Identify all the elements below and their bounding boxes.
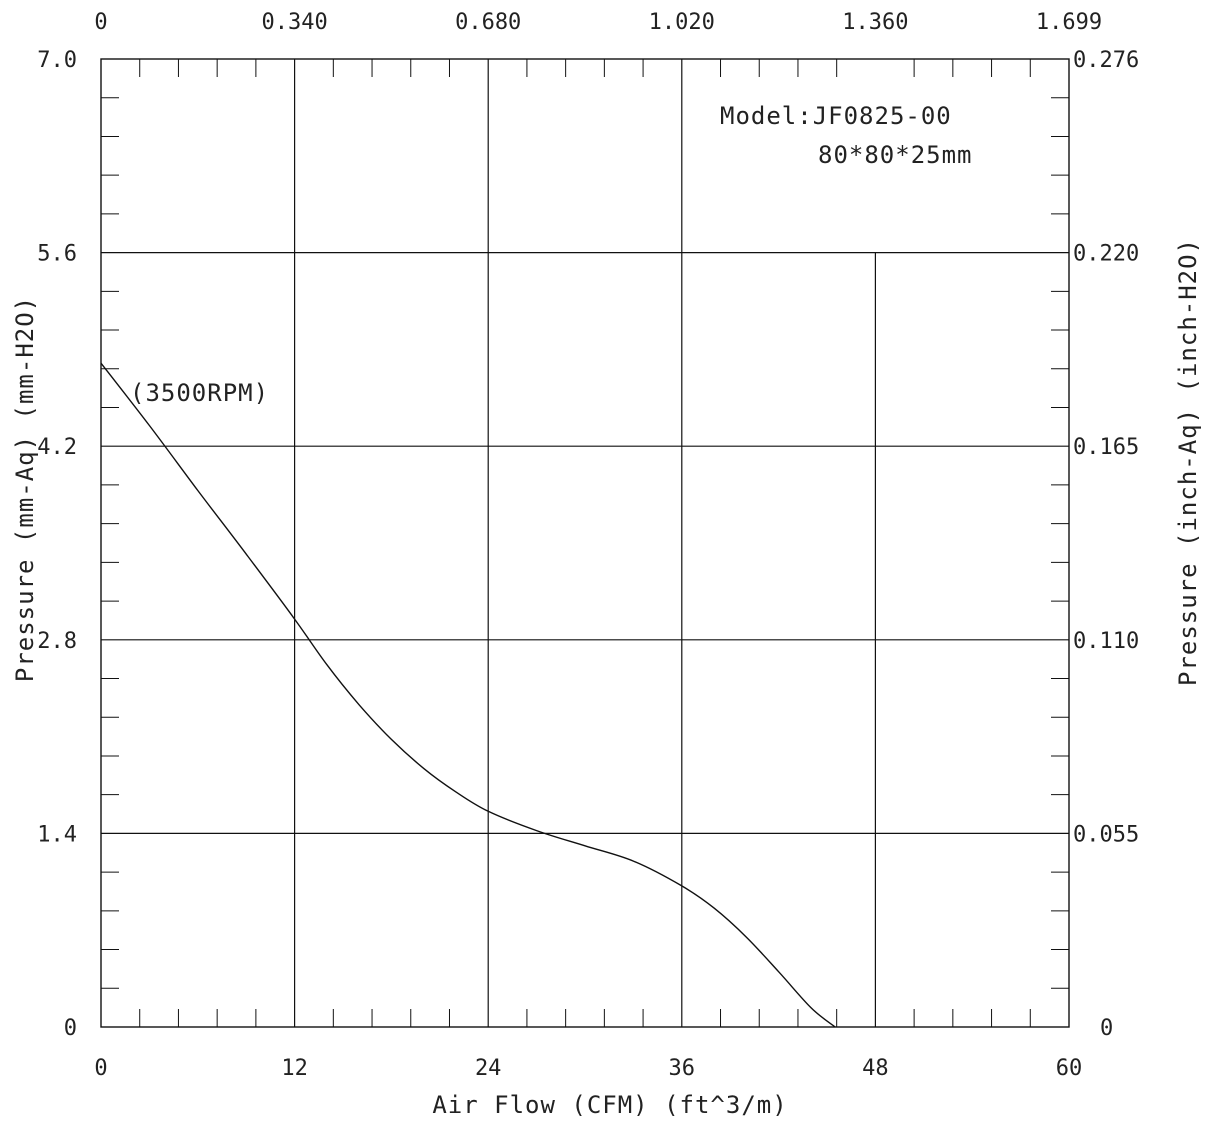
x-tick-label: 36 [669,1056,696,1081]
y-left-tick-label: 2.8 [37,629,77,654]
plot-frame [100,58,1070,1028]
x-top-tick-label: 0 [94,10,107,35]
minor-ticks-layer [101,59,1069,1027]
y-left-tick-label: 1.4 [37,822,77,847]
y-left-tick-label: 5.6 [37,242,77,267]
y-right-tick-label: 0.055 [1073,822,1139,847]
model-annotation: Model:JF0825-00 [720,102,952,130]
tick-labels-layer: 0 12 24 36 48 60 0 0.340 0.680 1.020 1.360 1.699 0 1.… [37,10,1139,1081]
y-right-tick-label: 0.220 [1073,242,1139,267]
y-left-tick-label: 7.0 [37,48,77,73]
x-top-tick-label: 1.360 [842,10,908,35]
x-tick-label: 0 [94,1056,107,1081]
y-right-axis-title: Pressure (inch-Aq) (inch-H2O) [1174,238,1202,686]
x-top-tick-label: 0.680 [455,10,521,35]
x-tick-label: 12 [281,1056,308,1081]
y-right-tick-label: 0.165 [1073,435,1139,460]
x-top-tick-label: 1.020 [649,10,715,35]
pq-curve-line [100,362,836,1028]
x-tick-label: 48 [862,1056,889,1081]
x-axis-title: Air Flow (CFM) (ft^3/m) [432,1091,787,1119]
grid-layer [101,59,1069,1027]
y-right-tick-label: 0.110 [1073,629,1139,654]
y-right-tick-label: 0 [1100,1016,1113,1041]
rpm-annotation: (3500RPM) [130,379,269,407]
size-annotation: 80*80*25mm [818,141,973,169]
y-right-tick-label: 0.276 [1073,48,1139,73]
y-left-tick-label: 0 [64,1016,77,1041]
x-tick-label: 60 [1056,1056,1083,1081]
x-tick-label: 24 [475,1056,502,1081]
x-top-tick-label: 1.699 [1036,10,1102,35]
curve-layer [100,362,836,1028]
y-left-tick-label: 4.2 [37,435,77,460]
x-top-tick-label: 0.340 [261,10,327,35]
y-left-axis-title: Pressure (mm-Aq) (mm-H2O) [11,296,39,682]
